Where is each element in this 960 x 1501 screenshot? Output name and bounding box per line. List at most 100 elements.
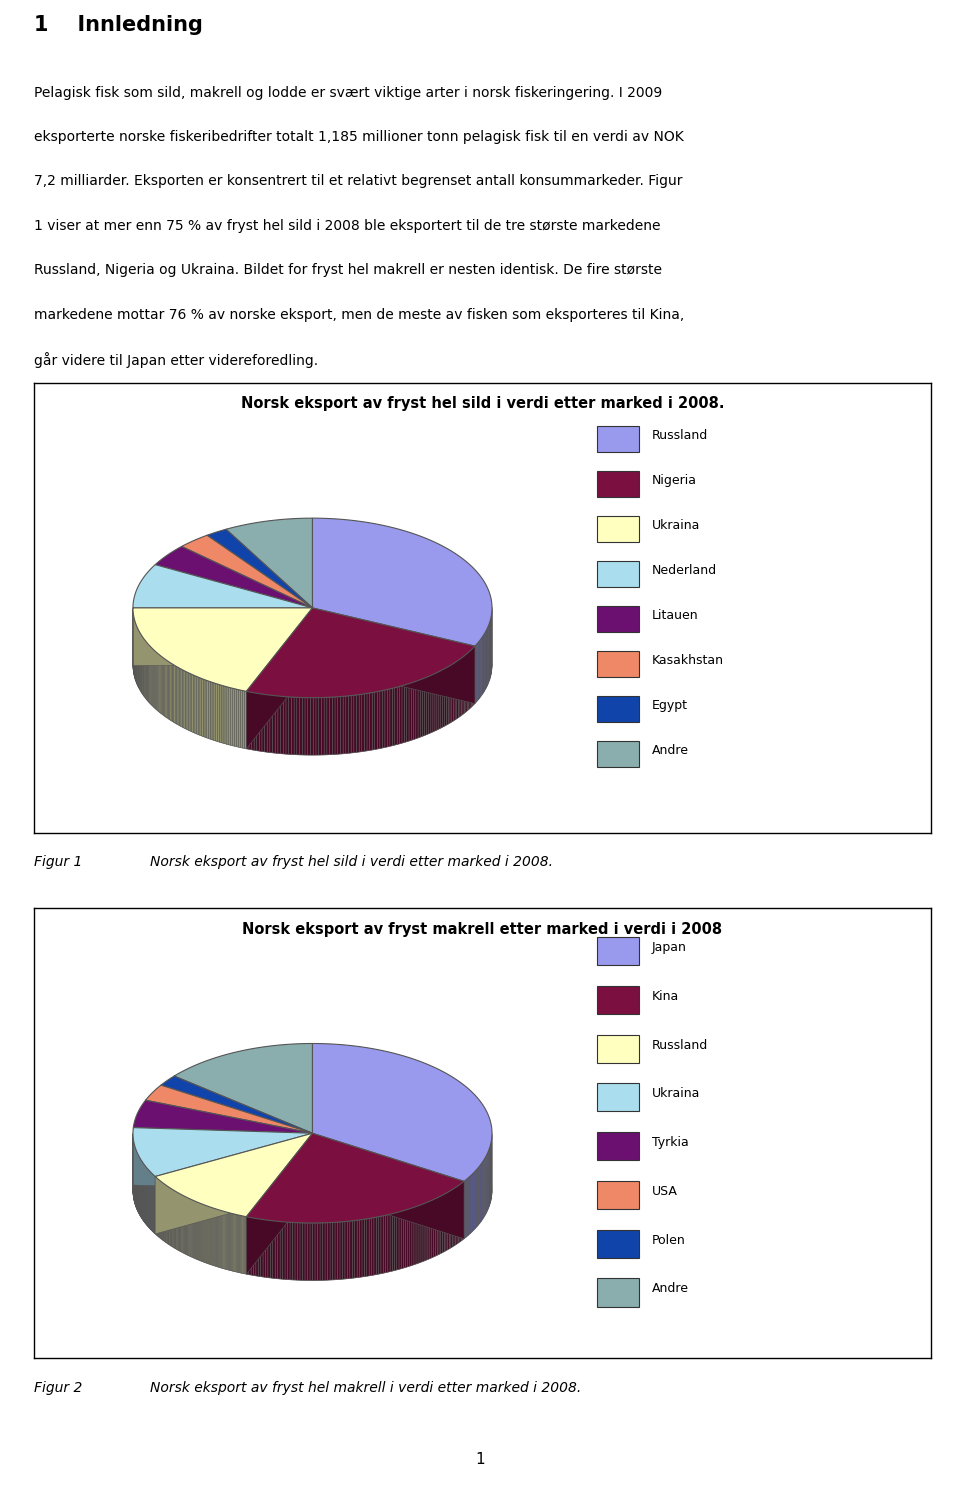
Text: Nederland: Nederland — [652, 564, 716, 576]
Polygon shape — [451, 1189, 452, 1247]
Polygon shape — [485, 1157, 486, 1216]
Polygon shape — [265, 1220, 268, 1277]
Polygon shape — [396, 1211, 399, 1270]
Polygon shape — [202, 678, 204, 737]
FancyBboxPatch shape — [596, 1034, 638, 1063]
Text: Ukraina: Ukraina — [652, 1087, 700, 1100]
Polygon shape — [448, 665, 450, 723]
Polygon shape — [247, 1133, 313, 1274]
Polygon shape — [411, 681, 414, 740]
FancyBboxPatch shape — [596, 1279, 638, 1306]
Polygon shape — [346, 696, 348, 754]
Polygon shape — [276, 695, 277, 754]
Polygon shape — [338, 696, 341, 754]
Polygon shape — [404, 684, 407, 743]
Polygon shape — [162, 657, 163, 716]
Polygon shape — [258, 1219, 260, 1277]
Polygon shape — [300, 698, 302, 755]
Polygon shape — [214, 1208, 215, 1267]
Polygon shape — [247, 1133, 464, 1223]
Polygon shape — [234, 1214, 235, 1271]
Polygon shape — [381, 1216, 383, 1274]
Polygon shape — [217, 1210, 219, 1267]
Polygon shape — [289, 696, 291, 755]
Polygon shape — [390, 689, 393, 746]
Text: Egypt: Egypt — [652, 699, 687, 711]
Polygon shape — [323, 1223, 325, 1280]
Polygon shape — [227, 687, 228, 744]
Text: Japan: Japan — [652, 941, 686, 955]
Polygon shape — [156, 653, 157, 711]
Polygon shape — [198, 677, 200, 735]
Polygon shape — [485, 630, 486, 690]
Polygon shape — [156, 1133, 313, 1234]
Polygon shape — [383, 1216, 386, 1273]
Polygon shape — [484, 1159, 485, 1217]
Polygon shape — [484, 632, 485, 692]
Polygon shape — [132, 608, 313, 665]
Polygon shape — [163, 657, 164, 716]
Polygon shape — [349, 1220, 352, 1279]
Polygon shape — [473, 645, 475, 705]
Polygon shape — [242, 1216, 243, 1273]
Text: 1: 1 — [475, 1453, 485, 1466]
Polygon shape — [362, 1219, 365, 1277]
Polygon shape — [365, 1219, 367, 1277]
Polygon shape — [390, 1214, 393, 1271]
Polygon shape — [464, 1180, 467, 1238]
Text: Polen: Polen — [652, 1234, 685, 1247]
Polygon shape — [242, 690, 245, 749]
Polygon shape — [232, 689, 234, 746]
Polygon shape — [210, 681, 212, 740]
Polygon shape — [414, 1207, 416, 1265]
Polygon shape — [213, 1208, 214, 1265]
Polygon shape — [470, 1175, 471, 1234]
Polygon shape — [329, 696, 332, 755]
Polygon shape — [431, 674, 433, 732]
Polygon shape — [476, 642, 478, 702]
Polygon shape — [265, 695, 267, 752]
Polygon shape — [280, 696, 283, 754]
Polygon shape — [146, 1085, 313, 1133]
Polygon shape — [133, 1100, 492, 1280]
Polygon shape — [372, 1217, 373, 1276]
Polygon shape — [434, 1199, 436, 1256]
Polygon shape — [454, 1187, 455, 1246]
Polygon shape — [430, 1201, 432, 1259]
Polygon shape — [335, 696, 338, 755]
Polygon shape — [348, 1220, 349, 1279]
Polygon shape — [313, 518, 492, 645]
Text: Andre: Andre — [652, 1282, 688, 1295]
Polygon shape — [468, 1177, 470, 1235]
Polygon shape — [437, 1196, 439, 1255]
Polygon shape — [412, 1207, 414, 1265]
Polygon shape — [201, 1204, 202, 1261]
Polygon shape — [190, 674, 192, 731]
Polygon shape — [475, 1169, 477, 1229]
Polygon shape — [354, 695, 356, 752]
FancyBboxPatch shape — [596, 1229, 638, 1258]
FancyBboxPatch shape — [596, 696, 638, 722]
Polygon shape — [223, 686, 225, 743]
Polygon shape — [467, 1178, 468, 1237]
Polygon shape — [209, 1207, 210, 1264]
Polygon shape — [482, 636, 483, 695]
Polygon shape — [403, 1210, 405, 1268]
Polygon shape — [192, 674, 193, 732]
Polygon shape — [219, 1210, 220, 1267]
Polygon shape — [345, 1222, 348, 1279]
Text: Russland: Russland — [652, 1039, 708, 1052]
Polygon shape — [354, 1220, 357, 1277]
Polygon shape — [426, 1202, 428, 1261]
Polygon shape — [372, 692, 374, 750]
Polygon shape — [206, 1205, 207, 1264]
Polygon shape — [168, 662, 170, 720]
Polygon shape — [203, 1204, 204, 1262]
Polygon shape — [436, 1198, 437, 1256]
Polygon shape — [277, 696, 280, 754]
Polygon shape — [435, 672, 437, 731]
Polygon shape — [424, 677, 426, 735]
Polygon shape — [207, 530, 313, 608]
Polygon shape — [221, 1210, 222, 1268]
Text: 1    Innledning: 1 Innledning — [34, 15, 203, 35]
